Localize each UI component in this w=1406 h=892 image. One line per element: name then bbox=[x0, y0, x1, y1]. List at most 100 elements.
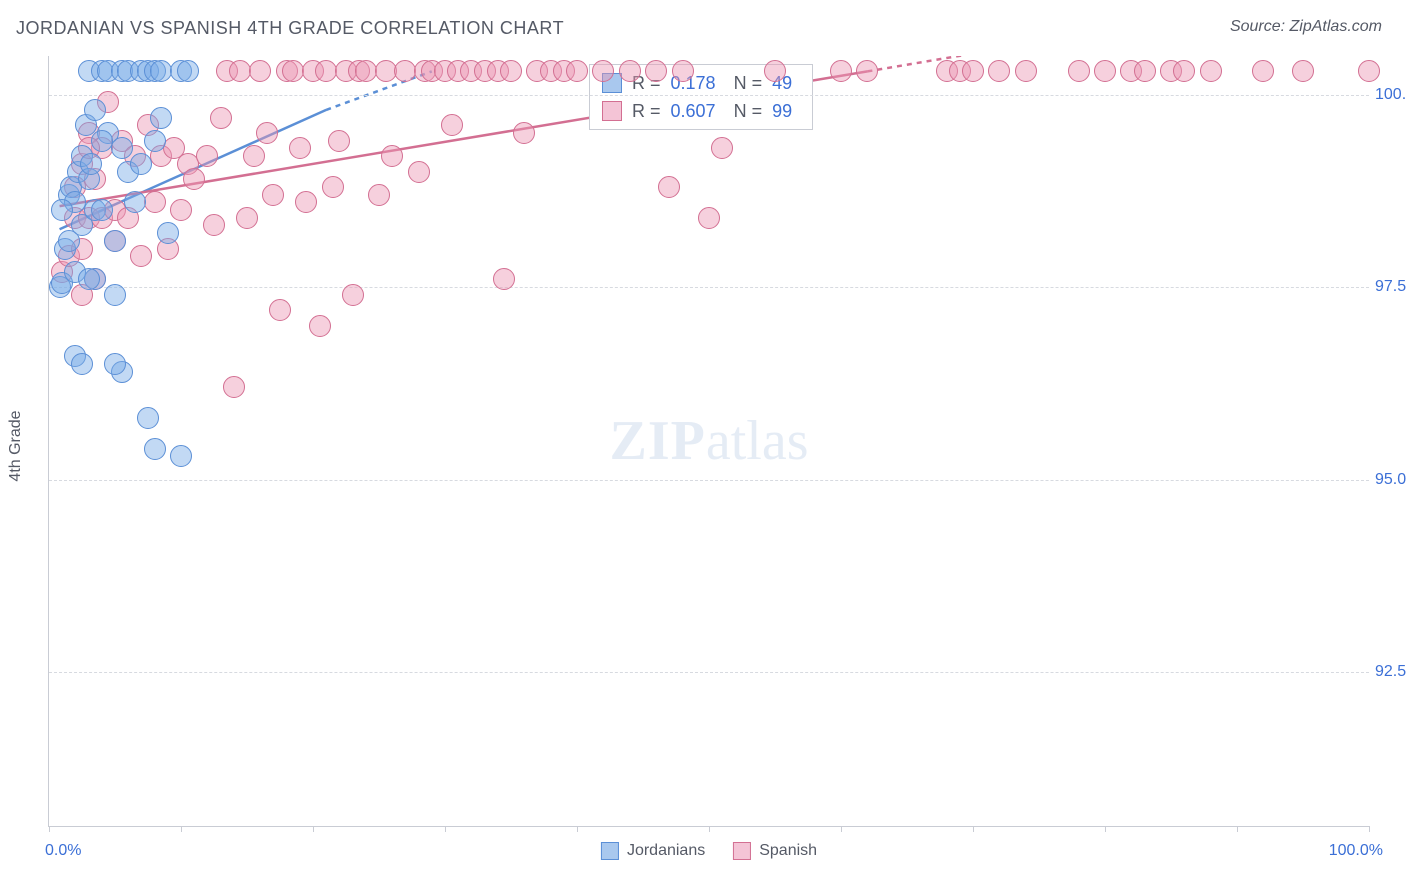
data-point bbox=[1015, 60, 1037, 82]
y-axis-label: 4th Grade bbox=[7, 410, 25, 481]
series-legend-item: Jordanians bbox=[601, 842, 705, 860]
data-point bbox=[289, 137, 311, 159]
data-point bbox=[394, 60, 416, 82]
gridline bbox=[49, 672, 1369, 673]
data-point bbox=[368, 184, 390, 206]
data-point bbox=[988, 60, 1010, 82]
data-point bbox=[1094, 60, 1116, 82]
data-point bbox=[698, 207, 720, 229]
data-point bbox=[236, 207, 258, 229]
gridline bbox=[49, 287, 1369, 288]
data-point bbox=[1068, 60, 1090, 82]
data-point bbox=[130, 245, 152, 267]
data-point bbox=[256, 122, 278, 144]
x-tick-mark bbox=[577, 826, 578, 832]
data-point bbox=[441, 114, 463, 136]
data-point bbox=[111, 137, 133, 159]
data-point bbox=[130, 153, 152, 175]
data-point bbox=[500, 60, 522, 82]
x-tick-mark bbox=[49, 826, 50, 832]
data-point bbox=[137, 407, 159, 429]
data-point bbox=[144, 191, 166, 213]
data-point bbox=[51, 199, 73, 221]
data-point bbox=[322, 176, 344, 198]
data-point bbox=[84, 99, 106, 121]
data-point bbox=[711, 137, 733, 159]
x-tick-mark bbox=[181, 826, 182, 832]
x-tick-mark bbox=[973, 826, 974, 832]
data-point bbox=[355, 60, 377, 82]
data-point bbox=[170, 445, 192, 467]
data-point bbox=[1173, 60, 1195, 82]
plot-area: ZIPatlas R = 0.178 N = 49 R = 0.607 N = … bbox=[48, 56, 1369, 827]
data-point bbox=[309, 315, 331, 337]
data-point bbox=[223, 376, 245, 398]
y-tick-label: 95.0% bbox=[1375, 471, 1406, 489]
data-point bbox=[830, 60, 852, 82]
series-legend: Jordanians Spanish bbox=[601, 842, 817, 860]
x-tick-mark bbox=[313, 826, 314, 832]
data-point bbox=[1358, 60, 1380, 82]
data-point bbox=[493, 268, 515, 290]
data-point bbox=[262, 184, 284, 206]
data-point bbox=[170, 199, 192, 221]
legend-n-value-spanish: 99 bbox=[772, 101, 792, 122]
chart-title: JORDANIAN VS SPANISH 4TH GRADE CORRELATI… bbox=[16, 18, 564, 39]
data-point bbox=[381, 145, 403, 167]
legend-r-label: R = bbox=[632, 101, 661, 122]
data-point bbox=[183, 168, 205, 190]
data-point bbox=[328, 130, 350, 152]
data-point bbox=[645, 60, 667, 82]
legend-swatch-spanish bbox=[733, 842, 751, 860]
chart-source: Source: ZipAtlas.com bbox=[1230, 18, 1382, 36]
data-point bbox=[249, 60, 271, 82]
data-point bbox=[342, 284, 364, 306]
data-point bbox=[144, 130, 166, 152]
data-point bbox=[764, 60, 786, 82]
legend-r-value-spanish: 0.607 bbox=[671, 101, 716, 122]
legend-n-label: N = bbox=[734, 73, 763, 94]
data-point bbox=[1252, 60, 1274, 82]
data-point bbox=[177, 60, 199, 82]
x-tick-mark bbox=[841, 826, 842, 832]
legend-swatch-jordanians bbox=[601, 842, 619, 860]
watermark-zip: ZIP bbox=[610, 410, 706, 472]
data-point bbox=[104, 284, 126, 306]
data-point bbox=[150, 107, 172, 129]
data-point bbox=[150, 60, 172, 82]
data-point bbox=[566, 60, 588, 82]
data-point bbox=[91, 130, 113, 152]
gridline bbox=[49, 95, 1369, 96]
x-axis-min-label: 0.0% bbox=[45, 842, 81, 860]
data-point bbox=[1200, 60, 1222, 82]
stats-legend-row: R = 0.607 N = 99 bbox=[602, 97, 800, 125]
data-point bbox=[71, 353, 93, 375]
data-point bbox=[1292, 60, 1314, 82]
y-tick-label: 100.0% bbox=[1375, 86, 1406, 104]
series-legend-label: Jordanians bbox=[627, 842, 705, 860]
data-point bbox=[619, 60, 641, 82]
watermark: ZIPatlas bbox=[610, 409, 809, 473]
data-point bbox=[269, 299, 291, 321]
x-tick-mark bbox=[1105, 826, 1106, 832]
data-point bbox=[672, 60, 694, 82]
data-point bbox=[295, 191, 317, 213]
x-tick-mark bbox=[1369, 826, 1370, 832]
data-point bbox=[210, 107, 232, 129]
data-point bbox=[962, 60, 984, 82]
data-point bbox=[124, 191, 146, 213]
data-point bbox=[658, 176, 680, 198]
watermark-atlas: atlas bbox=[706, 410, 809, 472]
x-tick-mark bbox=[709, 826, 710, 832]
y-tick-label: 92.5% bbox=[1375, 663, 1406, 681]
data-point bbox=[196, 145, 218, 167]
chart-container: JORDANIAN VS SPANISH 4TH GRADE CORRELATI… bbox=[0, 0, 1406, 892]
y-tick-label: 97.5% bbox=[1375, 278, 1406, 296]
data-point bbox=[157, 222, 179, 244]
x-tick-mark bbox=[1237, 826, 1238, 832]
series-legend-item: Spanish bbox=[733, 842, 817, 860]
gridline bbox=[49, 480, 1369, 481]
series-legend-label: Spanish bbox=[759, 842, 817, 860]
data-point bbox=[80, 153, 102, 175]
data-point bbox=[592, 60, 614, 82]
